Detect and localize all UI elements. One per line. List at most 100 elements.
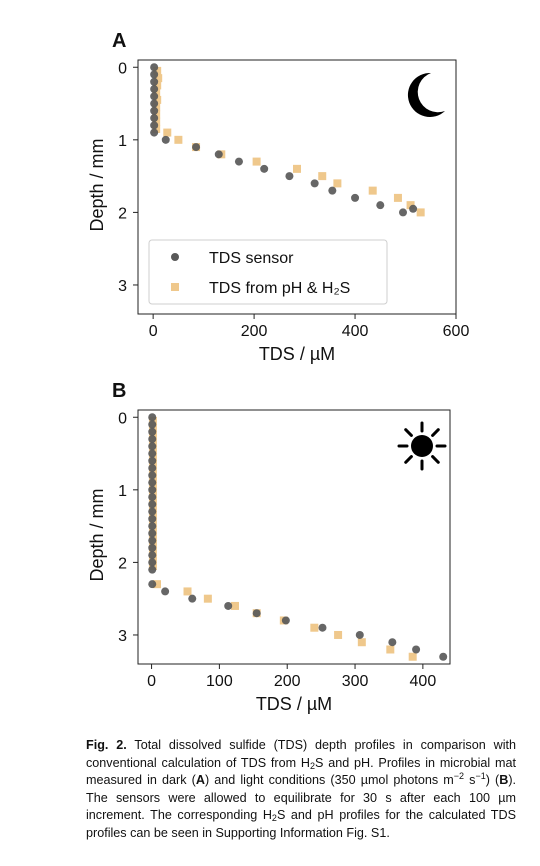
chart-panel-B: B 0 100 200 300 400 0 1 2 3 TDS / µM Depth / mm xyxy=(87,380,451,714)
data-point-circle xyxy=(150,106,159,115)
x-axis-label: TDS / µM xyxy=(259,344,335,364)
data-point-square xyxy=(153,95,162,104)
y-axis-label: Depth / mm xyxy=(87,488,107,581)
data-point-square xyxy=(368,186,377,195)
data-point-square xyxy=(152,124,161,133)
y-tick-label: 1 xyxy=(118,133,127,150)
data-point-circle xyxy=(148,456,157,465)
caption-part-10: ). The sensors were allowed to equilibra… xyxy=(86,773,517,823)
data-point-circle xyxy=(148,493,157,502)
data-point-circle xyxy=(148,543,157,552)
data-point-square xyxy=(230,601,239,610)
data-point-circle xyxy=(148,536,157,545)
caption-part-8: ) ( xyxy=(485,773,500,788)
data-point-circle xyxy=(355,630,364,639)
data-point-square xyxy=(386,645,395,654)
legend-entry-label: TDS sensor xyxy=(209,250,294,267)
data-point-circle xyxy=(328,186,337,195)
caption-part-5: −2 xyxy=(453,771,465,782)
data-point-square xyxy=(153,81,162,90)
x-tick-label: 200 xyxy=(241,323,268,340)
data-point-circle xyxy=(148,485,157,494)
data-point-circle xyxy=(148,478,157,487)
data-point-circle xyxy=(150,77,159,86)
data-point-square xyxy=(293,164,301,173)
y-tick-label: 1 xyxy=(118,483,127,500)
series-tds-calculated xyxy=(152,66,425,217)
caption-part-7: −1 xyxy=(475,771,486,782)
data-point-circle xyxy=(409,204,418,213)
data-point-circle xyxy=(148,558,157,567)
legend-entry-label: TDS from pH & H₂S xyxy=(209,280,350,297)
data-point-circle xyxy=(148,551,157,560)
panel-label: A xyxy=(112,30,126,52)
data-point-square xyxy=(252,157,261,166)
figure-caption-label: Fig. 2. xyxy=(86,738,127,752)
data-point-circle xyxy=(192,143,201,152)
data-point-circle xyxy=(150,92,159,101)
caption-part-11: 2 xyxy=(271,813,277,824)
x-tick-label: 600 xyxy=(443,323,470,340)
x-tick-label: 0 xyxy=(149,323,158,340)
data-point-circle xyxy=(150,99,159,108)
x-tick-label: 400 xyxy=(410,673,437,690)
data-point-circle xyxy=(148,449,157,458)
sun-disc xyxy=(411,435,433,457)
data-point-square xyxy=(152,580,161,589)
data-point-square xyxy=(174,135,183,144)
data-point-circle xyxy=(150,121,159,130)
x-tick-label: 100 xyxy=(206,673,233,690)
x-tick-label: 300 xyxy=(342,673,369,690)
data-point-circle xyxy=(148,580,157,589)
y-tick-label: 0 xyxy=(118,410,127,427)
plot-frame xyxy=(137,409,451,665)
data-point-circle xyxy=(161,587,170,596)
data-point-circle xyxy=(148,420,157,429)
caption-part-2: S and pH. Profiles in microbial mat meas… xyxy=(86,755,516,788)
data-point-circle xyxy=(148,435,157,444)
data-point-circle xyxy=(376,201,385,210)
legend-marker-circle xyxy=(171,253,179,261)
data-point-circle xyxy=(148,514,157,523)
data-point-circle xyxy=(148,464,157,473)
data-point-circle xyxy=(150,128,159,137)
caption-part-1: 2 xyxy=(309,760,315,771)
sun-ray xyxy=(431,428,440,437)
chart-panel-A: A 0 200 400 600 0 1 2 3 TDS / µM Depth / mm TDS sen… xyxy=(87,30,469,364)
x-tick-label: 0 xyxy=(147,673,156,690)
data-point-square xyxy=(152,117,161,126)
y-tick-label: 2 xyxy=(118,205,127,222)
data-point-square xyxy=(183,587,192,596)
data-point-square xyxy=(153,66,162,75)
data-point-square xyxy=(154,74,163,83)
caption-part-9: B xyxy=(499,773,509,788)
plot-frame xyxy=(137,59,457,315)
data-point-circle xyxy=(148,565,157,574)
data-point-square xyxy=(408,652,417,661)
data-point-circle xyxy=(439,652,448,661)
data-point-circle xyxy=(260,164,269,173)
data-point-circle xyxy=(285,172,294,181)
data-point-circle xyxy=(351,193,360,202)
y-tick-label: 2 xyxy=(118,555,127,572)
series-tds-sensor xyxy=(148,413,448,661)
data-point-circle xyxy=(188,594,197,603)
data-point-square xyxy=(163,128,172,137)
data-point-circle xyxy=(318,623,327,632)
figure-caption: Fig. 2. Total dissolved sulfide (TDS) de… xyxy=(86,737,516,843)
moon-icon xyxy=(407,72,445,117)
data-point-circle xyxy=(148,507,157,516)
data-point-circle xyxy=(412,645,421,654)
data-point-circle xyxy=(148,413,157,422)
sun-ray xyxy=(404,455,413,464)
figure-caption-text: Total dissolved sulfide (TDS) depth prof… xyxy=(86,738,516,840)
series-tds-sensor xyxy=(150,63,418,217)
data-point-circle xyxy=(224,601,233,610)
data-point-square xyxy=(203,594,212,603)
sun-ray xyxy=(431,455,440,464)
data-point-square xyxy=(152,110,161,119)
caption-part-4: ) and light conditions (350 µmol photons… xyxy=(204,773,454,788)
data-point-circle xyxy=(148,500,157,509)
legend-marker-square xyxy=(171,283,179,291)
